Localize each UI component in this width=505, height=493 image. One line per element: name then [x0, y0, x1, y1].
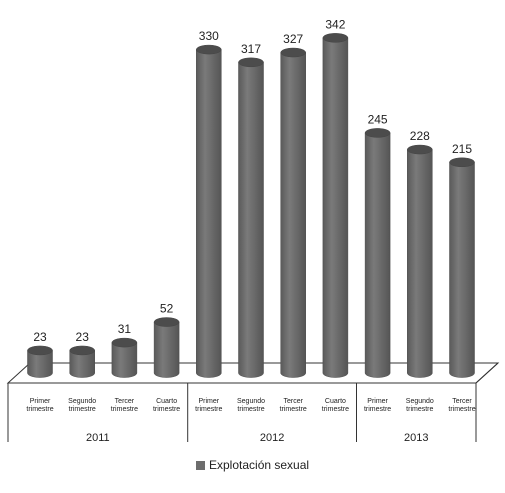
bar [364, 128, 391, 378]
bar-value-label: 327 [283, 32, 303, 46]
bar-body [280, 52, 306, 378]
bar-value-label: 330 [199, 29, 219, 43]
bar-top [407, 144, 433, 155]
bar-value-label: 31 [118, 322, 132, 336]
value-labels-group: 23 23 31 52 330 317 327 342 245 228 215 [33, 17, 472, 344]
bar-body [196, 49, 222, 378]
bar-body [364, 132, 391, 378]
bar [280, 47, 306, 378]
bar-value-label: 23 [76, 330, 90, 344]
year-label: 2011 [86, 432, 110, 444]
bar-value-label: 215 [452, 142, 472, 156]
category-label: Segundo trimestre [406, 398, 434, 413]
bar [27, 345, 53, 378]
category-label: Primer trimestre [26, 398, 53, 413]
bar-value-label: 52 [160, 302, 174, 316]
category-label: Cuarto trimestre [153, 398, 180, 413]
bar-top [280, 47, 306, 58]
bar-value-label: 342 [325, 17, 345, 31]
bar [196, 44, 222, 378]
bar-top [27, 345, 53, 356]
bar-body [111, 342, 138, 378]
category-axis-group: Primer trimestre Segundo trimestre Tercer tri… [7, 362, 499, 444]
category-label: Primer trimestre [364, 398, 391, 413]
category-label: Segundo trimestre [237, 398, 265, 413]
bar [449, 157, 475, 378]
bar [111, 337, 138, 378]
bar-top [153, 317, 180, 327]
bar-body [322, 37, 349, 378]
bar-top [238, 57, 264, 68]
bar [322, 33, 349, 378]
bar-value-label: 317 [241, 42, 261, 56]
bar [407, 144, 433, 378]
bar-top [364, 128, 391, 138]
bar-body [407, 149, 433, 378]
bar-top [449, 157, 475, 168]
category-label: Primer trimestre [195, 398, 222, 413]
category-label: Tercer trimestre [448, 398, 475, 413]
legend: Explotación sexual [196, 458, 309, 472]
bar [238, 57, 264, 378]
year-label: 2013 [404, 432, 428, 444]
bar-value-label: 228 [410, 129, 430, 143]
year-label: 2012 [260, 432, 284, 444]
bars-group [27, 33, 475, 378]
bar-value-label: 245 [368, 112, 388, 126]
bar-body [238, 62, 264, 378]
bar-body [69, 350, 95, 378]
bar-value-label: 23 [33, 330, 47, 344]
legend-label: Explotación sexual [209, 458, 310, 472]
bar-top [69, 345, 95, 356]
bar [153, 317, 180, 378]
bar-body [153, 321, 180, 378]
legend-swatch [196, 460, 205, 470]
category-label: Tercer trimestre [111, 398, 138, 413]
floor-edge [475, 362, 499, 384]
category-label: Tercer trimestre [280, 398, 307, 413]
bar-body [449, 162, 475, 378]
category-label: Cuarto trimestre [322, 398, 349, 413]
bar-top [196, 44, 222, 55]
category-label: Segundo trimestre [68, 398, 96, 413]
bar [69, 345, 95, 378]
bar-top [111, 337, 138, 348]
bar-body [27, 350, 53, 378]
bar-top [322, 33, 349, 43]
